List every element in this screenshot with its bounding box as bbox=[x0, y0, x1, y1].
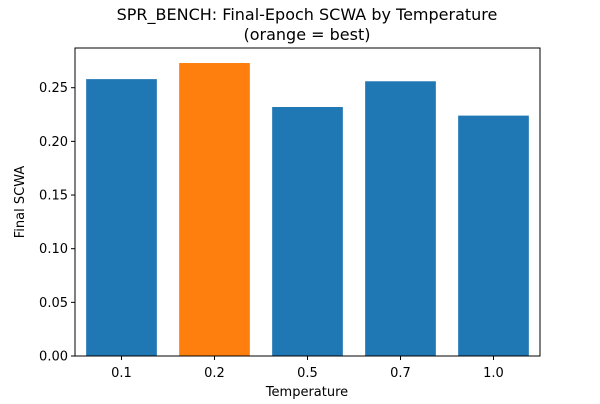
x-tick-label: 0.1 bbox=[111, 366, 132, 381]
bar-0.5 bbox=[272, 107, 343, 357]
x-axis-ticks: 0.1 0.2 0.5 0.7 1.0 bbox=[111, 356, 504, 381]
plot-frame bbox=[74, 47, 541, 357]
chart-subtitle: (orange = best) bbox=[244, 25, 371, 44]
y-tick-label: 0.20 bbox=[39, 135, 68, 150]
x-tick-label: 0.5 bbox=[297, 366, 318, 381]
chart-title: SPR_BENCH: Final-Epoch SCWA by Temperatu… bbox=[117, 5, 498, 25]
y-axis-ticks: 0.00 0.05 0.10 0.15 0.20 0.25 bbox=[39, 81, 75, 365]
y-tick-label: 0.15 bbox=[39, 189, 68, 204]
bar-1.0 bbox=[458, 115, 529, 356]
bar-0.2 bbox=[179, 63, 250, 357]
y-tick-label: 0.05 bbox=[39, 296, 68, 311]
bar-0.7 bbox=[365, 81, 436, 357]
bar-0.1 bbox=[86, 79, 157, 357]
x-tick-label: 0.2 bbox=[204, 366, 225, 381]
bars bbox=[86, 63, 529, 357]
y-tick-label: 0.10 bbox=[39, 242, 68, 257]
y-tick-label: 0.25 bbox=[39, 81, 68, 96]
y-tick-label: 0.00 bbox=[39, 350, 68, 365]
x-tick-label: 0.7 bbox=[390, 366, 411, 381]
x-axis-label: Temperature bbox=[265, 385, 348, 400]
x-tick-label: 1.0 bbox=[483, 366, 504, 381]
y-axis-label: Final SCWA bbox=[13, 166, 28, 239]
